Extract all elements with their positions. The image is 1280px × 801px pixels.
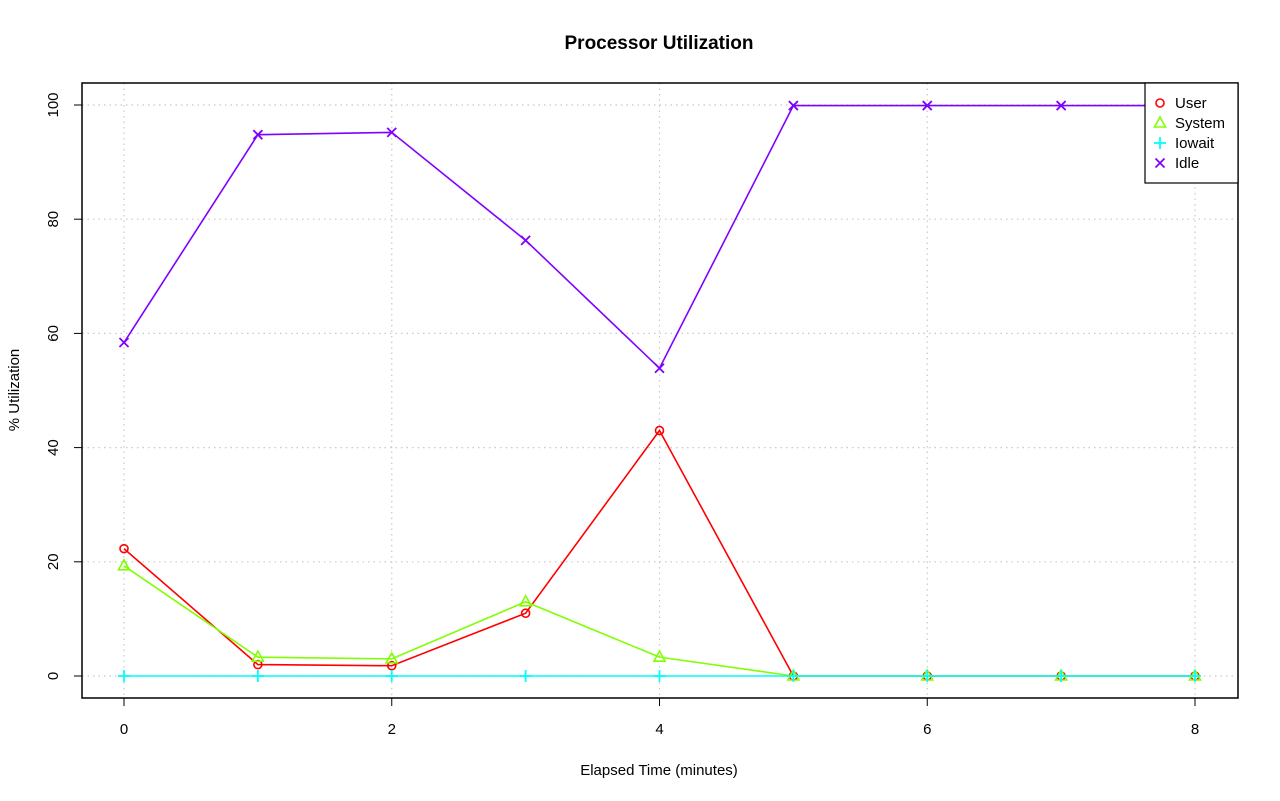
data-point-system <box>652 649 667 662</box>
data-point-iowait <box>787 670 800 682</box>
data-point-iowait <box>1189 670 1201 682</box>
data-point-user <box>119 543 129 554</box>
data-series <box>117 100 1202 682</box>
data-point-idle <box>520 235 531 246</box>
x-axis-label: Elapsed Time (minutes) <box>580 762 738 779</box>
data-point-user <box>386 660 397 671</box>
legend-marker-system <box>1153 115 1167 128</box>
legend-label-idle: Idle <box>1175 155 1199 172</box>
y-tick-label: 60 <box>45 325 62 342</box>
chart-title: Processor Utilization <box>565 33 754 54</box>
grid <box>82 83 1238 698</box>
data-point-idle <box>922 100 933 111</box>
data-point-idle <box>252 129 264 140</box>
y-tick-label: 20 <box>45 553 62 570</box>
data-point-iowait <box>1055 670 1068 682</box>
y-tick-label: 100 <box>45 92 62 117</box>
legend-label-system: System <box>1175 115 1225 132</box>
series-iowait <box>118 670 1201 682</box>
x-tick-label: 8 <box>1191 721 1199 738</box>
legend-label-user: User <box>1175 95 1207 112</box>
data-point-iowait <box>519 670 532 682</box>
data-point-iowait <box>251 670 264 682</box>
x-tick-label: 0 <box>120 721 128 738</box>
legend-marker-user <box>1155 98 1165 108</box>
data-point-idle <box>386 127 397 138</box>
x-tick-label: 4 <box>655 721 663 738</box>
y-tick-label: 40 <box>45 439 62 456</box>
legend-item-iowait: Iowait <box>1154 135 1215 152</box>
y-tick-label: 80 <box>45 211 62 228</box>
data-point-iowait <box>921 670 934 682</box>
data-point-idle <box>118 337 130 348</box>
y-axis-label: % Utilization <box>6 349 23 432</box>
data-point-user <box>520 608 531 618</box>
x-tick-label: 6 <box>923 721 931 738</box>
legend: User System Iowait Idle <box>1144 82 1239 184</box>
legend-item-system: System <box>1153 115 1225 132</box>
data-point-idle <box>788 100 799 111</box>
plot-frame <box>81 82 1239 699</box>
data-point-iowait <box>653 670 666 682</box>
legend-marker-idle <box>1154 157 1166 169</box>
data-point-user <box>654 425 665 436</box>
data-point-system <box>251 649 265 662</box>
x-tick-label: 2 <box>388 721 396 738</box>
data-point-system <box>384 651 399 664</box>
legend-item-idle: Idle <box>1154 155 1199 172</box>
series-idle <box>118 100 1201 374</box>
data-point-system <box>518 594 533 607</box>
data-point-iowait <box>385 670 398 682</box>
data-point-idle <box>654 363 665 374</box>
y-tick-label: 0 <box>45 672 62 680</box>
data-point-idle <box>1055 100 1067 111</box>
data-point-iowait <box>118 670 130 682</box>
legend-item-user: User <box>1155 95 1207 112</box>
data-point-system <box>117 558 131 571</box>
legend-marker-iowait <box>1154 137 1166 149</box>
series-line-system <box>123 565 1195 677</box>
series-user <box>119 425 1200 681</box>
legend-label-iowait: Iowait <box>1175 135 1215 152</box>
